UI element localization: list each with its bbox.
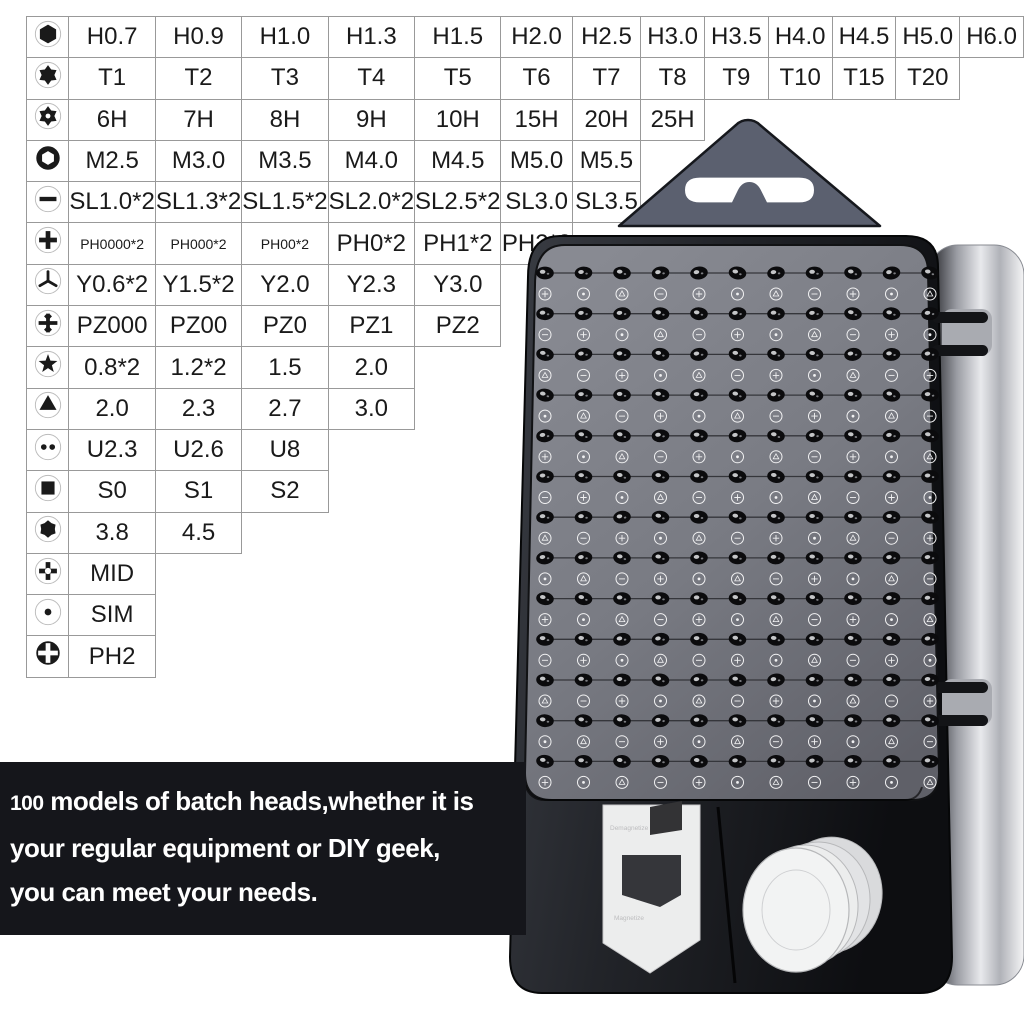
svg-text:Demagnetize: Demagnetize — [610, 825, 649, 832]
svg-text:Magnetize: Magnetize — [614, 915, 644, 922]
